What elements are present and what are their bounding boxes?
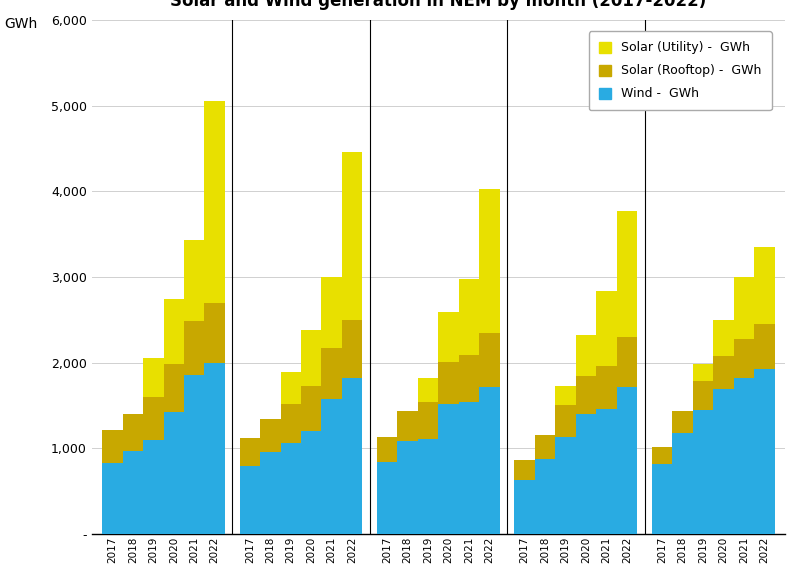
Bar [184,240,205,321]
Bar [535,435,555,460]
Bar [239,438,260,466]
Bar [734,378,754,534]
Bar [514,460,535,480]
Bar [398,410,418,442]
Bar [576,376,596,414]
Bar [143,440,163,534]
Bar [693,381,714,410]
Bar [205,101,225,303]
Bar [479,332,500,387]
Bar [184,375,205,534]
Bar [555,437,576,534]
Bar [418,402,438,439]
Bar [377,437,398,462]
Bar [673,433,693,534]
Bar [260,451,281,534]
Bar [438,312,459,362]
Bar [754,369,774,534]
Bar [438,403,459,534]
Bar [122,414,143,451]
Bar [514,480,535,534]
Bar [693,410,714,534]
Bar [596,291,617,366]
Title: Solar and Wind generation in NEM by month (2017-2022): Solar and Wind generation in NEM by mont… [170,0,706,10]
Bar [459,402,479,534]
Bar [596,366,617,409]
Bar [281,443,301,534]
Bar [398,442,418,534]
Bar [205,362,225,534]
Bar [555,405,576,437]
Bar [301,431,322,534]
Bar [576,414,596,534]
Bar [714,389,734,534]
Bar [239,466,260,534]
Bar [418,439,438,534]
Bar [617,387,638,534]
Bar [714,355,734,389]
Bar [734,277,754,339]
Bar [535,460,555,534]
Bar [342,378,362,534]
Bar [596,409,617,534]
Bar [652,465,673,534]
Bar [281,372,301,403]
Bar [301,330,322,386]
Bar [479,387,500,534]
Bar [322,399,342,534]
Legend: Solar (Utility) -  GWh, Solar (Rooftop) -  GWh, Wind -  GWh: Solar (Utility) - GWh, Solar (Rooftop) -… [589,31,772,110]
Bar [143,358,163,397]
Bar [673,412,693,433]
Bar [163,364,184,412]
Bar [102,463,122,534]
Bar [418,378,438,402]
Bar [754,247,774,324]
Bar [617,211,638,337]
Bar [205,303,225,362]
Bar [459,355,479,402]
Bar [714,320,734,355]
Bar [184,321,205,375]
Bar [438,362,459,403]
Bar [102,430,122,463]
Bar [576,335,596,376]
Bar [459,280,479,355]
Bar [260,419,281,451]
Bar [322,348,342,399]
Bar [693,364,714,381]
Bar [143,397,163,440]
Bar [281,403,301,443]
Bar [163,299,184,364]
Bar [479,188,500,332]
Bar [163,412,184,534]
Bar [342,152,362,320]
Bar [617,337,638,387]
Bar [342,320,362,378]
Bar [652,447,673,465]
Bar [734,339,754,378]
Text: GWh: GWh [4,17,38,31]
Bar [122,451,143,534]
Bar [322,277,342,348]
Bar [754,324,774,369]
Bar [377,462,398,534]
Bar [301,386,322,431]
Bar [555,386,576,405]
